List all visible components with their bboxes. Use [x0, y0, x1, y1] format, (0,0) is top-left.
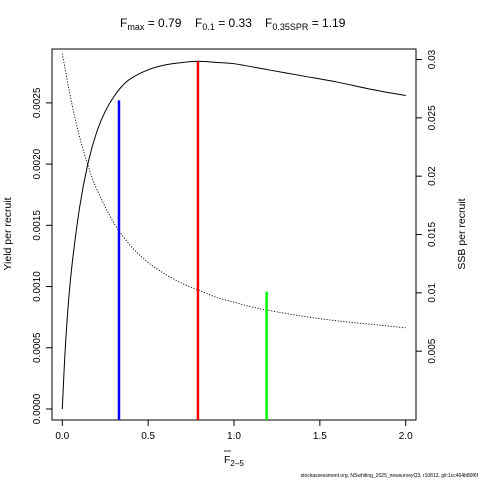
x-tick-label: 1.0	[227, 431, 241, 442]
y-right-tick-label: 0.03	[427, 49, 438, 69]
reference-lines	[117, 61, 268, 420]
plot-box	[51, 48, 417, 421]
y-axis-left-title: Yield per recruit	[2, 197, 14, 270]
x-tick-label: 1.5	[313, 431, 327, 442]
y-left-tick-label: 0.0015	[32, 210, 43, 241]
y-right-tick-label: 0.015	[427, 222, 438, 247]
y-right-tick-label: 0.01	[427, 283, 438, 303]
y-right-tick-label: 0.02	[427, 166, 438, 186]
x-axis: 0.0 0.5 1.0 1.5 2.0	[55, 420, 413, 442]
y-left-tick-label: 0.0005	[32, 332, 43, 363]
title-f035spr: F0.35SPR = 1.19	[265, 16, 346, 32]
title-fmax: Fmax = 0.79	[120, 16, 182, 32]
series-layer	[61, 53, 406, 410]
yield-per-recruit-curve	[61, 60, 406, 410]
ssb-per-recruit-curve	[61, 53, 406, 329]
footer-text: stockassessment.org, NSwhiting_2025_news…	[301, 473, 479, 479]
y-axis-right-title: SSB per recruit	[456, 198, 468, 269]
title-f01-value: = 0.33	[215, 16, 252, 30]
y-right-tick-label: 0.005	[427, 338, 438, 363]
y-left-tick-label: 0.0025	[32, 87, 43, 118]
title-f035spr-symbol: F	[265, 16, 272, 30]
title-f01: F0.1 = 0.33	[195, 16, 252, 32]
title-fmax-symbol: F	[120, 16, 127, 30]
y-left-tick-label: 0.0020	[32, 148, 43, 179]
x-tick-label: 0.0	[55, 431, 69, 442]
x-axis-title-main: F	[224, 454, 230, 466]
title-f035spr-value: = 1.19	[308, 16, 345, 30]
y-left-tick-label: 0.0010	[32, 271, 43, 302]
x-axis-title-sub: 2–5	[230, 459, 244, 468]
title-f01-symbol: F	[195, 16, 202, 30]
x-axis-title: F2–5	[224, 454, 244, 468]
y-left-tick-label: 0.0000	[32, 393, 43, 424]
y-axis-left: 0.0000 0.0005 0.0010 0.0015 0.0020 0.0025	[32, 87, 52, 424]
chart-title: Fmax = 0.79 F0.1 = 0.33 F0.35SPR = 1.19	[120, 16, 346, 32]
title-fmax-sub: max	[127, 22, 145, 32]
title-f035spr-sub: 0.35SPR	[272, 22, 309, 32]
x-tick-label: 0.5	[141, 431, 155, 442]
title-f01-sub: 0.1	[202, 22, 215, 32]
x-tick-label: 2.0	[399, 431, 413, 442]
y-axis-right: 0.005 0.01 0.015 0.02 0.025 0.03	[416, 49, 438, 364]
y-right-tick-label: 0.025	[427, 105, 438, 130]
title-fmax-value: = 0.79	[144, 16, 181, 30]
